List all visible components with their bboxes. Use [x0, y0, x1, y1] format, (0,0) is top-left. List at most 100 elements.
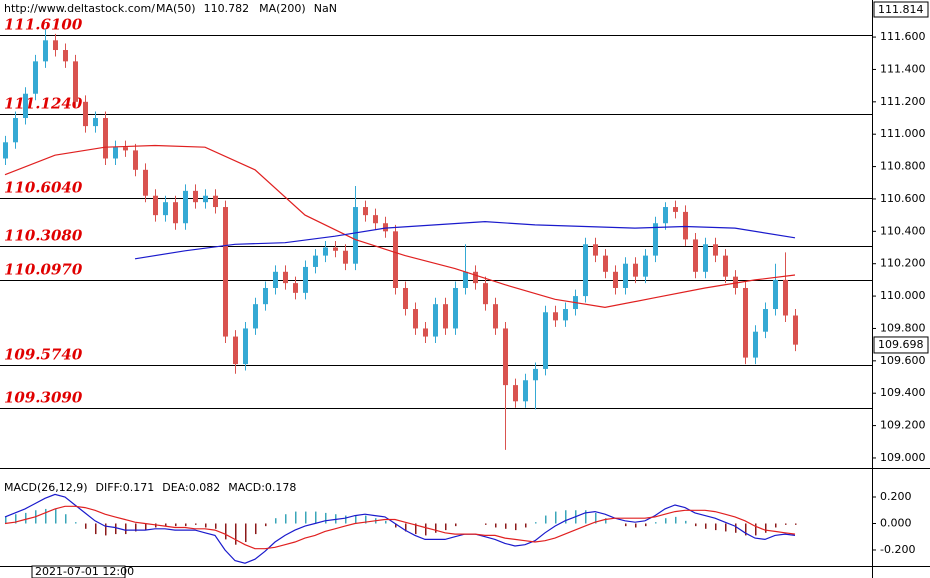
- macd-bar: [205, 523, 207, 528]
- candle-body: [13, 118, 18, 143]
- macd-bar: [425, 523, 427, 536]
- candle-body: [33, 61, 38, 94]
- macd-bar: [435, 523, 437, 533]
- macd-label: DEA:0.082: [162, 481, 220, 494]
- macd-bar: [685, 520, 687, 524]
- candle-body: [173, 202, 178, 224]
- candle-body: [613, 271, 618, 288]
- candle-body: [723, 255, 728, 277]
- macd-bar: [165, 523, 167, 527]
- candle-body: [113, 147, 118, 159]
- candle-body: [733, 276, 738, 288]
- candle-body: [343, 250, 348, 264]
- level-label: 110.3080: [4, 227, 83, 245]
- macd-bar: [245, 523, 247, 543]
- candle-body: [273, 271, 278, 288]
- macd-bar: [95, 523, 97, 535]
- candle-body: [203, 195, 208, 203]
- macd-bar: [545, 515, 547, 524]
- macd-bar: [485, 523, 487, 525]
- macd-bar: [345, 515, 347, 524]
- candle-body: [793, 315, 798, 345]
- last-price: 109.698: [878, 338, 924, 351]
- macd-bar: [225, 523, 227, 540]
- macd-bar: [365, 515, 367, 524]
- candle-body: [533, 368, 538, 381]
- candle-body: [233, 336, 238, 365]
- candle-body: [433, 304, 438, 337]
- candle-body: [263, 287, 268, 305]
- macd-bar: [595, 512, 597, 524]
- date-label: 2021-07-01 12:00: [35, 565, 134, 578]
- macd-bar: [605, 518, 607, 524]
- candle-body: [303, 266, 308, 293]
- y-tick-label: 111.400: [880, 62, 926, 75]
- candle-body: [603, 255, 608, 272]
- level-label: 111.1240: [4, 95, 83, 113]
- candle-body: [383, 223, 388, 232]
- macd-bar: [635, 523, 637, 528]
- candle-body: [593, 244, 598, 256]
- macd-bar: [395, 523, 397, 528]
- macd-bar: [295, 511, 297, 524]
- candle-body: [563, 309, 568, 321]
- candle-body: [73, 61, 78, 102]
- candle-body: [223, 207, 228, 337]
- macd-bar: [235, 523, 237, 545]
- macd-label: MACD:0.178: [228, 481, 296, 494]
- y-tick-label: 109.600: [880, 354, 926, 367]
- macd-bar: [555, 511, 557, 524]
- candle-body: [283, 271, 288, 284]
- price-box: [873, 1, 929, 18]
- candle-body: [393, 231, 398, 288]
- macd-title: MACD(26,12,9): [4, 481, 88, 494]
- candle-body: [623, 263, 628, 288]
- candle-body: [453, 287, 458, 329]
- macd-bar: [645, 523, 647, 527]
- candle-body: [123, 147, 128, 151]
- candle-body: [363, 207, 368, 216]
- top-price: 111.814: [878, 3, 924, 16]
- macd-bar: [355, 515, 357, 524]
- candle-body: [583, 244, 588, 297]
- candle-body: [543, 312, 548, 369]
- ma-line: [134, 220, 796, 260]
- macd-bar: [785, 523, 787, 525]
- y-tick-label: 110.000: [880, 289, 926, 302]
- level-label: 111.6100: [4, 16, 83, 34]
- macd-bar: [655, 522, 657, 524]
- y-tick-label: 110.600: [880, 192, 926, 205]
- candle-body: [193, 190, 198, 203]
- ma-line: [4, 144, 796, 309]
- macd-bar: [795, 523, 797, 525]
- y-tick-label: 109.000: [880, 451, 926, 464]
- candle-body: [513, 385, 518, 402]
- macd-line: [4, 493, 796, 564]
- macd-bar: [135, 523, 137, 532]
- macd-bar: [755, 523, 757, 536]
- macd-bar: [385, 520, 387, 524]
- macd-bar: [125, 523, 127, 535]
- macd-bar: [695, 523, 697, 527]
- candle-body: [763, 309, 768, 332]
- macd-bar: [535, 522, 537, 524]
- macd-bar: [445, 523, 447, 531]
- candle-body: [443, 304, 448, 329]
- macd-bar: [565, 510, 567, 524]
- candle-body: [693, 239, 698, 272]
- candle-body: [83, 101, 88, 127]
- candle-body: [673, 207, 678, 212]
- macd-bar: [115, 523, 117, 535]
- macd-bar: [765, 523, 767, 533]
- candle-body: [773, 279, 778, 310]
- macd-bar: [85, 523, 87, 529]
- legend-name: MA(200): [259, 2, 306, 15]
- macd-bar: [455, 523, 457, 527]
- macd-bar: [5, 516, 7, 524]
- macd-bar: [65, 514, 67, 524]
- macd-bar: [745, 523, 747, 536]
- macd-bar: [525, 523, 527, 528]
- y-tick-label: 111.600: [880, 30, 926, 43]
- macd-bar: [175, 523, 177, 527]
